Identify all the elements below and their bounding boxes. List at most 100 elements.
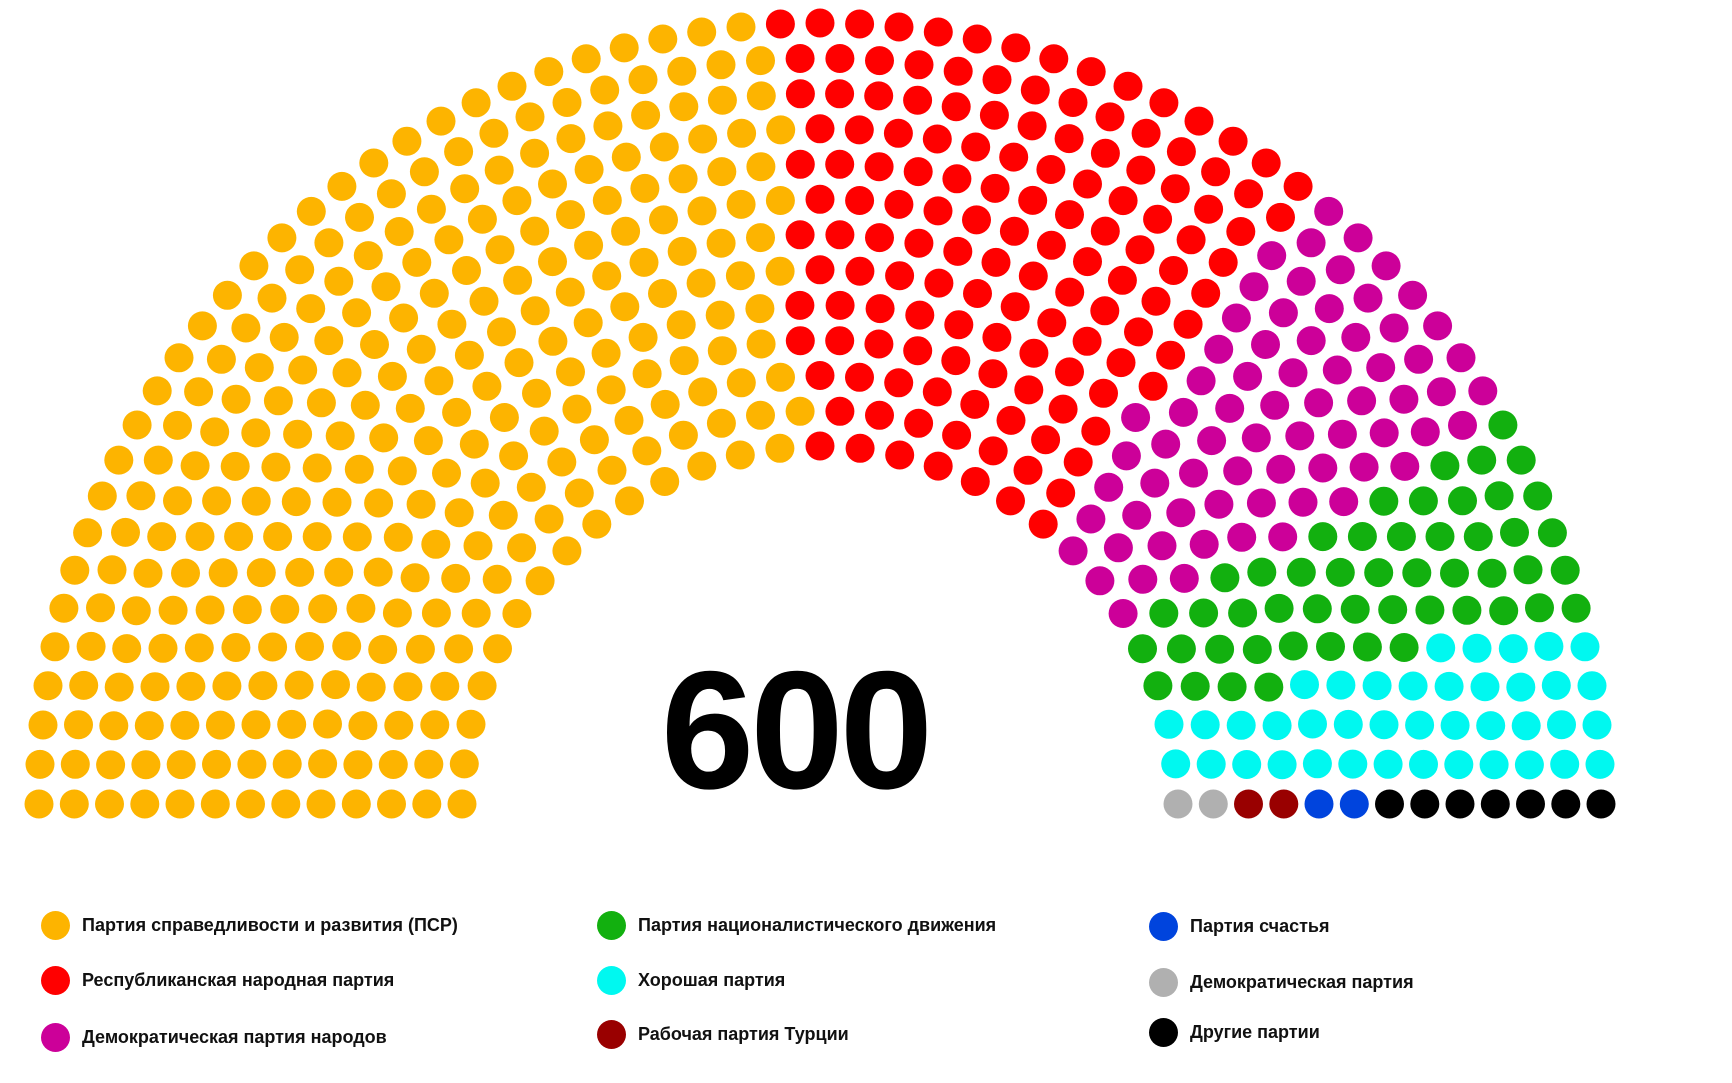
seat (1058, 536, 1088, 566)
seat (884, 12, 914, 42)
seat (1017, 111, 1047, 141)
seat (73, 518, 103, 548)
seat (591, 338, 621, 368)
seat (805, 114, 835, 144)
seat (785, 396, 815, 426)
seat (845, 433, 875, 463)
seat (650, 467, 680, 496)
seat (185, 522, 215, 551)
seat (687, 451, 717, 481)
seat (825, 220, 855, 250)
seat (904, 228, 934, 258)
seat (1408, 486, 1438, 516)
seat (1371, 251, 1401, 281)
seat (669, 346, 699, 376)
seat (430, 671, 460, 701)
seat (1000, 292, 1030, 322)
seat (1341, 322, 1371, 352)
seat (1304, 388, 1334, 418)
seat (1106, 348, 1136, 378)
seat (1430, 451, 1460, 481)
seat (483, 634, 512, 664)
seat (562, 394, 592, 424)
seat (221, 384, 251, 414)
seat (1143, 671, 1173, 701)
seat (746, 400, 775, 430)
legend-swatch (1149, 967, 1178, 997)
seat (1288, 487, 1318, 517)
seat (571, 44, 601, 74)
legend-item: Хорошая партия (597, 964, 785, 996)
seat (200, 789, 230, 819)
seat (342, 522, 372, 552)
seat (122, 410, 152, 440)
seat (941, 346, 971, 376)
seat (960, 389, 990, 419)
seat (389, 303, 419, 333)
seat (1389, 633, 1419, 662)
seat (59, 789, 89, 819)
seat (432, 458, 461, 488)
legend-item: Другие партии (1149, 1016, 1320, 1048)
seat (86, 593, 115, 623)
seat (564, 478, 594, 508)
seat (1296, 326, 1326, 356)
seat (1166, 498, 1196, 528)
seat (442, 397, 472, 427)
seat (615, 486, 644, 516)
seat (785, 326, 815, 356)
seat (1480, 789, 1510, 819)
seat (1176, 225, 1206, 255)
seat (377, 361, 407, 391)
seat (1048, 394, 1078, 424)
seat (1013, 455, 1043, 485)
seat (1586, 789, 1616, 819)
seat (1266, 202, 1295, 232)
seat (1467, 445, 1497, 475)
seat (64, 710, 93, 740)
seat (960, 467, 990, 496)
seat (1228, 598, 1258, 628)
seat (923, 196, 953, 226)
seat (982, 322, 1012, 352)
seat (1149, 88, 1179, 118)
seat (1223, 456, 1253, 486)
seat (1138, 371, 1168, 401)
seat (236, 789, 265, 819)
seat (263, 522, 293, 551)
seat (1251, 148, 1281, 178)
seat (745, 294, 775, 324)
seat (1463, 522, 1493, 552)
seat (520, 216, 550, 246)
seat (923, 451, 953, 481)
seat (1547, 710, 1576, 740)
seat (1398, 280, 1428, 310)
seat (1369, 486, 1399, 516)
seat (1186, 366, 1216, 396)
seat (1506, 445, 1536, 475)
seat (785, 149, 815, 179)
seat (96, 750, 126, 780)
seat (1550, 749, 1580, 779)
seat (1262, 711, 1292, 741)
seat (296, 294, 326, 324)
seat (437, 309, 467, 339)
seat (552, 536, 582, 566)
seat (1369, 418, 1399, 448)
seat (376, 179, 406, 209)
legend-label: Демократическая партия народов (82, 1026, 387, 1047)
seat (1325, 255, 1355, 285)
seat (942, 420, 972, 450)
seat (687, 196, 717, 226)
seat (556, 124, 586, 154)
seat (1462, 633, 1492, 663)
seat (1347, 522, 1377, 551)
seat (360, 330, 389, 359)
seat (1076, 57, 1106, 87)
seat (424, 366, 454, 396)
seat (444, 498, 474, 528)
seat (484, 155, 514, 185)
seat (845, 362, 874, 392)
seat (1338, 749, 1368, 779)
seat (206, 344, 236, 374)
